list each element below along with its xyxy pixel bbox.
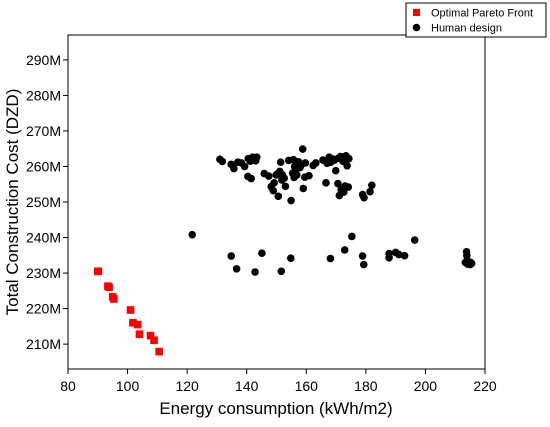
legend-label-pareto: Optimal Pareto Front bbox=[431, 8, 533, 20]
human-design-point bbox=[385, 253, 393, 262]
human-design-point bbox=[305, 171, 313, 180]
human-design-point bbox=[264, 172, 273, 180]
legend: Optimal Pareto Front Human design bbox=[405, 2, 547, 38]
pareto-point bbox=[133, 320, 142, 329]
human-design-point bbox=[258, 249, 266, 257]
human-design-point bbox=[340, 188, 348, 196]
pareto-point bbox=[129, 319, 137, 327]
human-design-point bbox=[331, 166, 340, 175]
human-design-point bbox=[286, 254, 295, 262]
human-design-point bbox=[358, 252, 367, 260]
y-tick-label: 240M bbox=[26, 230, 61, 246]
human-design-point bbox=[230, 164, 238, 173]
legend-box bbox=[405, 2, 547, 38]
y-tick-label: 210M bbox=[26, 336, 61, 352]
human-design-point bbox=[395, 250, 403, 259]
x-tick-label: 80 bbox=[60, 378, 76, 394]
x-tick-label: 120 bbox=[175, 378, 199, 394]
y-tick-label: 230M bbox=[26, 265, 61, 281]
y-tick-label: 220M bbox=[26, 301, 61, 317]
human-design-point bbox=[270, 179, 278, 187]
human-design-point bbox=[281, 182, 290, 191]
y-axis-title: Total Construction Cost (DZD) bbox=[3, 89, 22, 316]
data-points bbox=[93, 145, 476, 356]
legend-label-human: Human design bbox=[431, 23, 502, 35]
pareto-point bbox=[146, 331, 155, 340]
pareto-point bbox=[150, 336, 158, 345]
human-design-point bbox=[227, 252, 236, 260]
human-design-point bbox=[348, 232, 356, 241]
pareto-point bbox=[94, 267, 103, 276]
y-tick-label: 280M bbox=[26, 87, 61, 103]
human-design-point bbox=[253, 153, 261, 162]
human-design-point bbox=[366, 187, 374, 196]
x-tick-label: 160 bbox=[295, 378, 319, 394]
human-design-point bbox=[322, 179, 330, 187]
human-design-point bbox=[232, 265, 241, 273]
human-design-point bbox=[269, 186, 278, 195]
human-design-point bbox=[340, 246, 349, 254]
x-tick-label: 180 bbox=[354, 378, 378, 394]
x-tick-label: 200 bbox=[414, 378, 438, 394]
x-tick-label: 100 bbox=[116, 378, 140, 394]
human-design-point bbox=[345, 154, 353, 163]
human-design-point bbox=[344, 183, 353, 191]
human-design-point bbox=[360, 193, 368, 202]
pareto-point bbox=[126, 306, 135, 314]
human-design-point bbox=[280, 174, 289, 182]
human-design-point bbox=[251, 268, 259, 276]
human-design-point bbox=[292, 171, 301, 179]
human-design-point bbox=[277, 267, 286, 276]
pareto-point bbox=[110, 295, 118, 303]
human-design-point bbox=[359, 260, 368, 269]
human-design-point bbox=[299, 184, 308, 193]
pareto-point bbox=[105, 283, 113, 292]
y-tick-label: 250M bbox=[26, 194, 61, 210]
pareto-point bbox=[155, 347, 163, 356]
human-design-point bbox=[274, 192, 283, 201]
human-design-point bbox=[400, 251, 409, 260]
human-design-point bbox=[334, 179, 342, 188]
x-tick-label: 220 bbox=[473, 378, 497, 394]
x-tick-label: 140 bbox=[235, 378, 259, 394]
y-tick-label: 290M bbox=[26, 52, 61, 68]
human-design-point bbox=[312, 159, 320, 167]
legend-marker-human bbox=[412, 23, 421, 32]
human-design-point bbox=[410, 236, 419, 244]
human-design-point bbox=[463, 260, 472, 268]
human-design-point bbox=[247, 174, 255, 183]
human-design-point bbox=[343, 161, 351, 170]
legend-marker-pareto bbox=[413, 9, 420, 16]
plot-frame bbox=[67, 34, 486, 370]
y-tick-label: 270M bbox=[26, 123, 61, 139]
y-tick-label: 260M bbox=[26, 158, 61, 174]
human-design-point bbox=[287, 196, 295, 205]
human-design-point bbox=[188, 230, 197, 239]
human-design-point bbox=[298, 145, 307, 153]
x-axis-title: Energy consumption (kWh/m2) bbox=[159, 399, 392, 418]
human-design-point bbox=[301, 159, 310, 167]
human-design-point bbox=[276, 158, 285, 167]
human-design-point bbox=[368, 181, 376, 190]
human-design-point bbox=[218, 157, 227, 166]
human-design-point bbox=[326, 254, 335, 263]
axis-ticks: 80 100 120 140 160 180 200 220 210M 220M 230M 240M 2… bbox=[26, 52, 497, 394]
pareto-point bbox=[135, 330, 144, 338]
human-design-point bbox=[240, 162, 249, 171]
